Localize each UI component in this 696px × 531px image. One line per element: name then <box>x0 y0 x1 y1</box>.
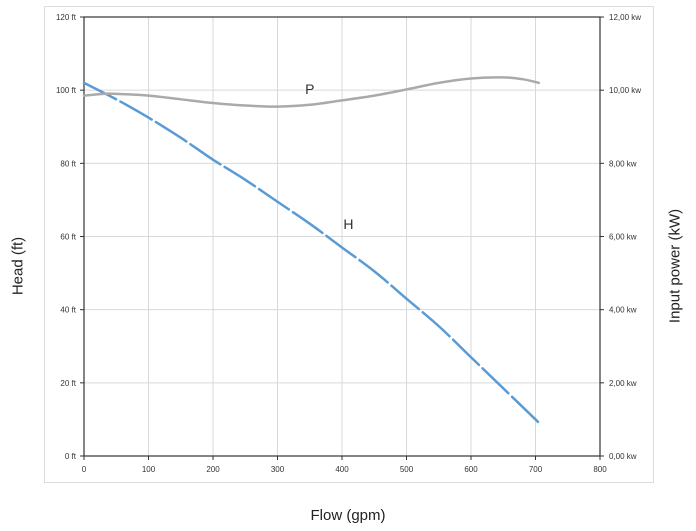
y-tick-label: 0 ft <box>65 452 77 461</box>
y2-axis-title: Input power (kW) <box>666 208 684 324</box>
axis-layer: 0 100 200 300 400 500 600 700 800 0 ft 20 ft 40 ft 6… <box>56 13 641 474</box>
y-tick-label: 80 ft <box>60 159 76 168</box>
y-tick-label: 100 ft <box>56 86 77 95</box>
series-layer <box>82 76 541 425</box>
y2-tick-label: 12,00 kw <box>609 13 641 22</box>
x-axis-title: Flow (gpm) <box>310 507 386 524</box>
label-layer: HP <box>305 81 353 232</box>
series-line-p <box>82 76 540 108</box>
y2-tick-label: 0,00 kw <box>609 452 637 461</box>
x-tick-label: 600 <box>464 465 478 474</box>
y2-tick-label: 6,00 kw <box>609 233 637 242</box>
x-tick-label: 200 <box>206 465 220 474</box>
x-tick-label: 700 <box>529 465 543 474</box>
grid-layer <box>84 17 600 456</box>
y2-tick-label: 4,00 kw <box>609 306 637 315</box>
chart-frame <box>44 6 654 483</box>
y2-tick-label: 2,00 kw <box>609 379 637 388</box>
y-tick-label: 60 ft <box>60 233 76 242</box>
x-tick-label: 100 <box>142 465 156 474</box>
y-axis-title: Head (ft) <box>9 236 27 296</box>
x-tick-label: 400 <box>335 465 349 474</box>
y2-tick-label: 8,00 kw <box>609 159 637 168</box>
series-line-h <box>82 81 541 425</box>
y2-tick-label: 10,00 kw <box>609 86 641 95</box>
x-tick-label: 0 <box>82 465 87 474</box>
series-label-h: H <box>343 216 353 232</box>
plot-area-border <box>83 16 601 457</box>
y-tick-label: 20 ft <box>60 379 76 388</box>
series-label-p: P <box>305 81 314 97</box>
x-tick-label: 500 <box>400 465 414 474</box>
x-tick-label: 800 <box>593 465 607 474</box>
y-tick-label: 120 ft <box>56 13 77 22</box>
x-tick-label: 300 <box>271 465 285 474</box>
y-tick-label: 40 ft <box>60 306 76 315</box>
